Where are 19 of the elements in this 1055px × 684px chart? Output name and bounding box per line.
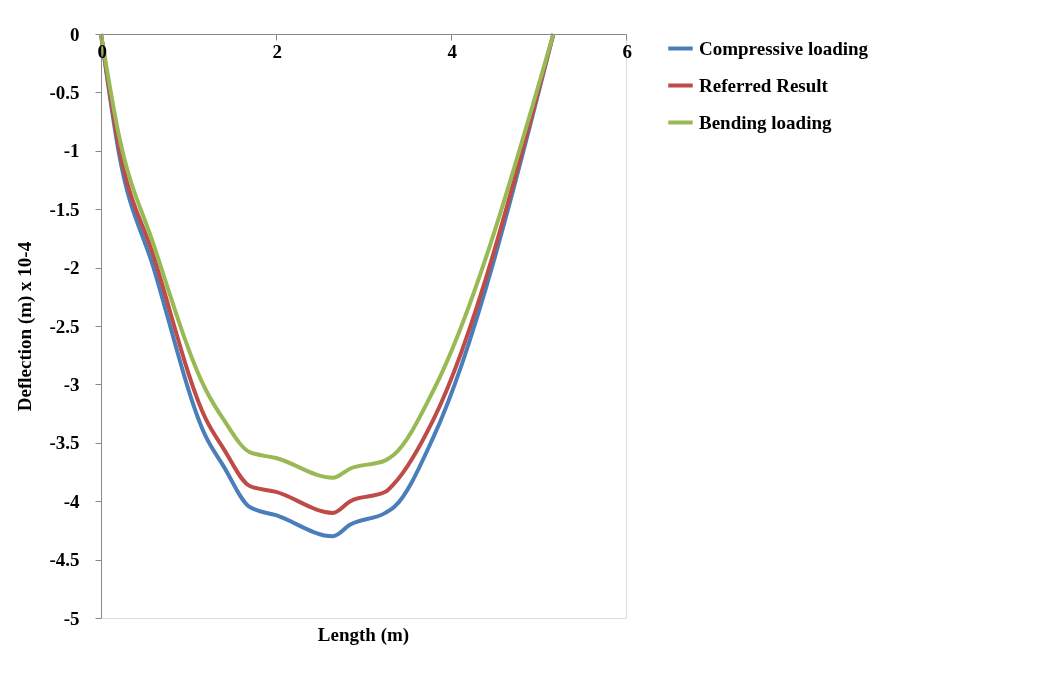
legend-label: Compressive loading bbox=[699, 37, 869, 59]
y-tick-label: 0 bbox=[70, 23, 80, 45]
y-tick-label: -0.5 bbox=[49, 81, 80, 103]
y-tick-label: -4 bbox=[63, 490, 80, 512]
y-tick-label: -5 bbox=[63, 607, 80, 629]
y-tick-label: -3.5 bbox=[49, 432, 80, 454]
x-axis-title: Length (m) bbox=[317, 624, 410, 646]
y-tick-label: -1.5 bbox=[49, 198, 80, 220]
legend-label: Bending loading bbox=[699, 111, 833, 133]
x-tick-label: 2 bbox=[272, 40, 282, 62]
x-tick-label: 4 bbox=[447, 40, 458, 62]
y-tick-label: -2 bbox=[63, 257, 80, 279]
y-tick-label: -2.5 bbox=[49, 315, 80, 337]
y-tick-label: -1 bbox=[63, 140, 80, 162]
y-axis-title: Deflection (m) x 10-4 bbox=[14, 241, 37, 412]
y-tick-label: -4.5 bbox=[49, 549, 80, 571]
x-tick-label: 6 bbox=[622, 40, 632, 62]
y-tick-label: -3 bbox=[63, 373, 80, 395]
legend-label: Referred Result bbox=[699, 74, 829, 96]
